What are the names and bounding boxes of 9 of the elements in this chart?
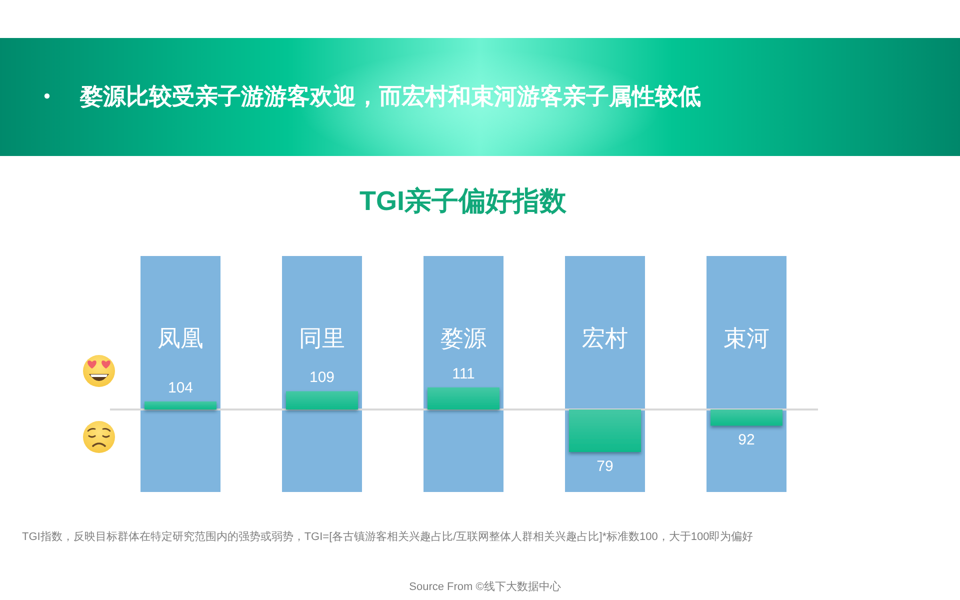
annotation: 104 [168, 379, 194, 396]
title: TGI亲子偏好指数 [360, 186, 566, 216]
annotation: Source From ©线下大数据中心 [409, 581, 561, 593]
annotation: 79 [596, 458, 614, 475]
annotation: TGI指数，反映目标群体在特定研究范围内的强势或弱势，TGI=[各古镇游客相关兴趣占比/互联网整体人群相关兴趣占比]*标准数100，大于100即为偏好 [22, 531, 754, 543]
annotation: 111 [452, 365, 475, 382]
annotation: 109 [309, 369, 335, 386]
annotation: 婺源比较受亲子游游客欢迎，而宏村和束河游客亲子属性较低 [80, 83, 701, 109]
annotation: 92 [738, 432, 755, 449]
